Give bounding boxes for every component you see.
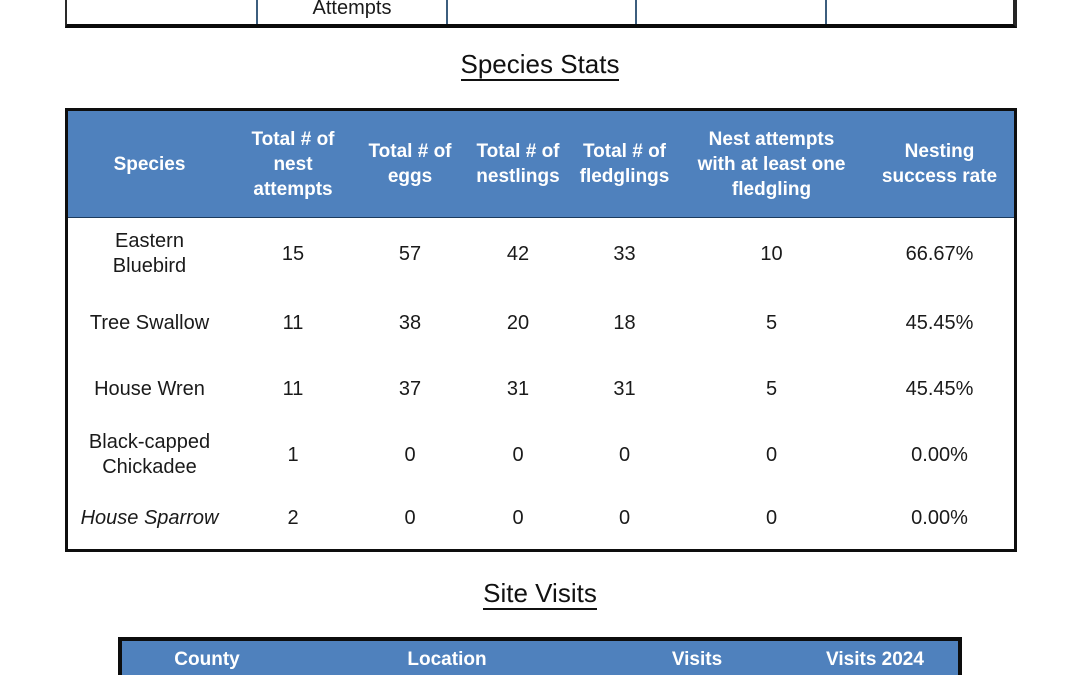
- table-row-house-wren: House Wren 11 37 31 31 5 45.45%: [68, 356, 1014, 422]
- table-cell: 0: [618, 507, 631, 529]
- species-stats-title: Species Stats: [460, 49, 620, 81]
- species-stats-table: Species Total # of nest attempts Total #…: [65, 108, 1017, 552]
- column-header-county: County: [174, 649, 240, 670]
- column-header-visits: Visits: [671, 649, 723, 670]
- table-cell: 0: [765, 507, 778, 529]
- site-visits-table: County Location Visits Visits 2024: [118, 637, 962, 675]
- column-header-attempts-with-fledgling: Nest attempts with at least one fledglin…: [697, 128, 846, 200]
- table-cell: 33: [613, 242, 636, 265]
- species-name: House Wren: [94, 377, 205, 400]
- table-cell: 11: [282, 377, 304, 400]
- table-row-house-sparrow: House Sparrow 2 0 0 0 0 0.00%: [68, 488, 1014, 549]
- table-cell: 11: [282, 311, 304, 334]
- table-row-black-capped-chickadee: Black-capped Chickadee 1 0 0 0 0 0.00%: [68, 422, 1014, 488]
- species-stats-heading: Species Stats: [0, 50, 1080, 81]
- table-cell: [67, 0, 258, 24]
- site-visits-heading: Site Visits: [0, 579, 1080, 610]
- table-cell: 45.45%: [905, 311, 974, 334]
- column-header-visits-2024: Visits 2024: [826, 649, 924, 670]
- table-cell: 0: [512, 443, 524, 466]
- table-cell: 31: [506, 377, 530, 400]
- table-cell: 20: [506, 311, 530, 334]
- table-cell: 0: [512, 507, 524, 529]
- table-row-tree-swallow: Tree Swallow 11 38 20 18 5 45.45%: [68, 290, 1014, 356]
- table-cell: 5: [765, 377, 778, 400]
- table-cell: 57: [398, 242, 422, 265]
- table-cell: 2: [287, 507, 299, 529]
- table-cell: 1: [287, 443, 299, 466]
- table-cell: 10: [760, 242, 783, 265]
- table-cell: 0: [765, 443, 778, 466]
- table-cell: 0.00%: [911, 443, 968, 466]
- table-cell: 18: [613, 311, 636, 334]
- table-cell: [637, 0, 827, 24]
- table-cell: 0: [404, 507, 416, 529]
- column-header-species: Species: [113, 153, 186, 175]
- species-stats-header-row: Species Total # of nest attempts Total #…: [68, 111, 1014, 218]
- species-name: House Sparrow: [80, 507, 219, 529]
- table-cell: 45.45%: [905, 377, 974, 400]
- table-cell: 42: [506, 242, 530, 265]
- table-cell-attempts: Attempts: [258, 0, 448, 24]
- table-cell: 38: [398, 311, 422, 334]
- species-name: Tree Swallow: [89, 311, 210, 334]
- table-cell: 37: [398, 377, 422, 400]
- nest-attempts-table-fragment: Attempts: [65, 0, 1017, 28]
- species-name: Black-capped Chickadee: [88, 431, 211, 478]
- column-header-eggs: Total # of eggs: [368, 141, 452, 187]
- species-name: Eastern Bluebird: [112, 230, 187, 277]
- column-header-nestlings: Total # of nestlings: [476, 141, 560, 187]
- column-header-location: Location: [407, 649, 487, 670]
- column-header-fledglings: Total # of fledglings: [579, 141, 670, 187]
- table-cell: 5: [765, 311, 778, 334]
- column-header-success-rate: Nesting success rate: [881, 141, 998, 187]
- table-cell: [827, 0, 1013, 24]
- table-cell: 0.00%: [911, 507, 968, 529]
- column-header-nest-attempts: Total # of nest attempts: [251, 128, 335, 200]
- table-row-eastern-bluebird: Eastern Bluebird 15 57 42 33 10 66.67%: [68, 218, 1014, 290]
- table-cell: 15: [281, 242, 305, 265]
- table-cell: 0: [404, 443, 416, 466]
- table-cell: [448, 0, 637, 24]
- table-cell: 31: [613, 377, 636, 400]
- table-cell: 0: [618, 443, 631, 466]
- site-visits-title: Site Visits: [483, 578, 597, 610]
- table-cell: 66.67%: [905, 242, 974, 265]
